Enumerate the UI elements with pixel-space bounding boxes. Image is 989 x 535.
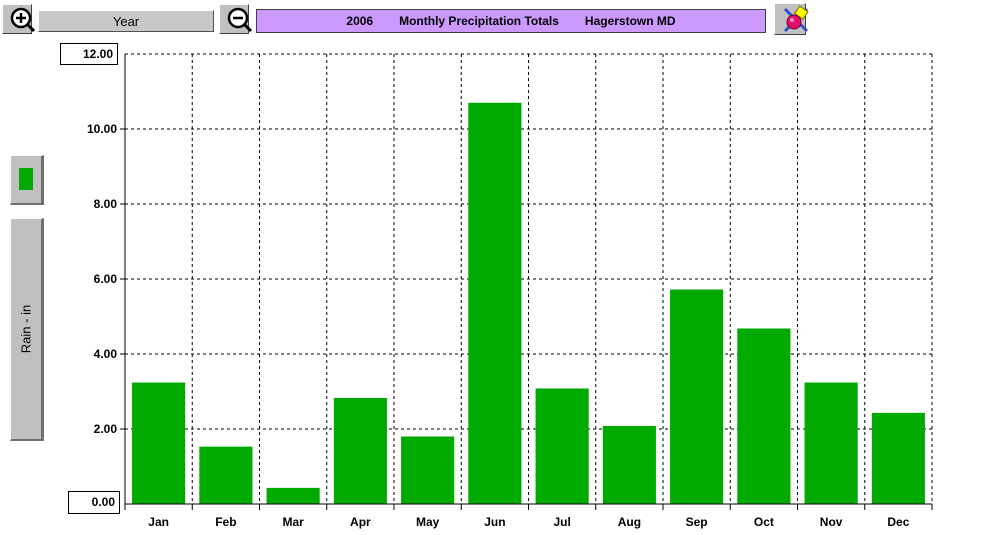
x-tick-label: Jan: [148, 515, 169, 529]
bar-jul: [535, 388, 589, 504]
x-tick-label: Jul: [553, 515, 570, 529]
zoom-in-button[interactable]: [2, 4, 36, 34]
x-tick-label: Apr: [350, 515, 371, 529]
x-tick-label: Aug: [618, 515, 641, 529]
y-tick-label: 2.00: [94, 422, 118, 436]
y-tick-label: 6.00: [94, 272, 118, 286]
x-tick-label: Nov: [820, 515, 843, 529]
print-icon: [783, 5, 809, 33]
x-tick-label: Dec: [887, 515, 909, 529]
bar-nov: [804, 382, 858, 504]
x-tick-label: Sep: [686, 515, 708, 529]
bar-may: [401, 436, 455, 504]
series-color-swatch: [19, 168, 33, 190]
chart-title: Monthly Precipitation Totals: [399, 14, 559, 28]
y-tick-label: 10.00: [87, 122, 117, 136]
x-tick-label: Feb: [215, 515, 236, 529]
title-year: 2006: [346, 14, 374, 28]
series-color-button[interactable]: [10, 155, 44, 205]
bar-mar: [266, 487, 320, 504]
zoom-out-button[interactable]: [219, 4, 253, 34]
zoom-in-icon: [10, 7, 36, 33]
chart-title-bar: 2006 Monthly Precipitation Totals Hagers…: [256, 9, 766, 33]
y-max-input[interactable]: 12.00: [60, 43, 118, 65]
period-button[interactable]: Year: [38, 10, 214, 32]
bar-aug: [602, 426, 656, 504]
y-tick-label: 4.00: [94, 347, 118, 361]
y-axis-label-button[interactable]: Rain - in: [10, 218, 44, 441]
bar-sep: [670, 289, 724, 504]
zoom-out-icon: [227, 7, 253, 33]
title-location: Hagerstown MD: [584, 14, 676, 28]
bar-apr: [333, 397, 387, 504]
print-button[interactable]: [774, 3, 809, 35]
chart-labels: 2.00 4.00 6.00 8.00 10.00 Jan Feb Mar Apr May Jun J…: [87, 122, 910, 529]
bar-feb: [199, 446, 253, 504]
chart-bars: [132, 102, 925, 504]
bar-jan: [132, 382, 186, 504]
x-tick-label: Mar: [282, 515, 304, 529]
bar-jun: [468, 102, 522, 504]
chart-axes: [120, 54, 933, 510]
bar-oct: [737, 328, 791, 504]
x-tick-label: Jun: [484, 515, 505, 529]
chart-grid: [125, 53, 933, 504]
x-tick-label: May: [416, 515, 440, 529]
y-min-input[interactable]: 0.00: [68, 491, 120, 514]
x-tick-label: Oct: [754, 515, 774, 529]
y-tick-label: 8.00: [94, 197, 118, 211]
bar-dec: [871, 412, 925, 504]
